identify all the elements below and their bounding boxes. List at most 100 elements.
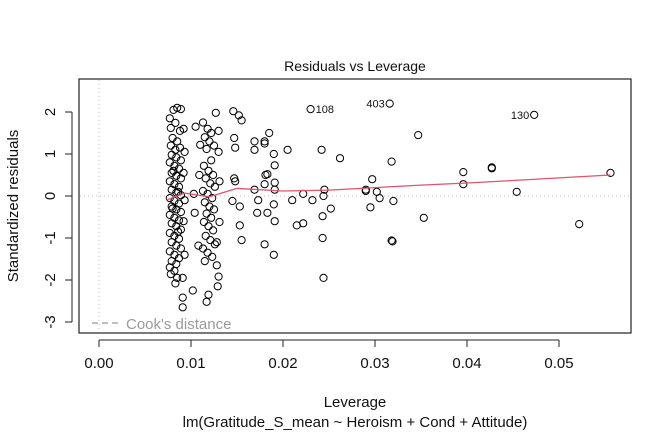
data-point xyxy=(173,273,182,282)
y-tick-label: -1 xyxy=(42,231,59,244)
data-point xyxy=(606,168,615,177)
data-point xyxy=(214,147,223,156)
data-point xyxy=(212,238,221,247)
data-point xyxy=(319,273,328,282)
data-point xyxy=(166,270,175,279)
data-point xyxy=(459,168,468,177)
data-point xyxy=(260,180,269,189)
data-point xyxy=(207,213,216,222)
legend-cooks-distance-label: Cook's distance xyxy=(126,316,231,333)
x-tick-label: 0.01 xyxy=(176,355,205,372)
data-point xyxy=(180,250,189,259)
data-point xyxy=(214,272,223,281)
y-axis-label: Standardized residuals xyxy=(5,130,22,283)
data-point xyxy=(319,191,328,201)
data-point xyxy=(228,196,237,206)
data-point xyxy=(198,244,208,253)
data-point xyxy=(179,124,188,133)
data-point xyxy=(487,164,496,173)
data-point xyxy=(174,164,184,173)
data-point xyxy=(237,116,246,125)
data-point xyxy=(204,166,213,175)
data-point xyxy=(209,205,219,214)
data-point xyxy=(199,161,208,170)
data-point xyxy=(176,225,185,234)
data-point xyxy=(212,261,221,270)
data-point xyxy=(260,137,269,146)
data-point xyxy=(168,204,177,213)
data-point xyxy=(215,217,224,227)
x-tick-label: 0.03 xyxy=(360,355,389,372)
data-point xyxy=(270,217,279,226)
data-point xyxy=(204,222,213,231)
data-point xyxy=(176,156,185,165)
data-point xyxy=(200,257,209,266)
data-point xyxy=(270,185,279,194)
data-point xyxy=(171,145,180,154)
labeled-data-point xyxy=(385,99,394,108)
data-point xyxy=(180,196,189,205)
data-point xyxy=(368,175,377,184)
data-point xyxy=(201,231,210,240)
data-point xyxy=(176,105,185,114)
data-point xyxy=(167,168,176,177)
data-point xyxy=(171,118,180,128)
data-point xyxy=(250,145,259,154)
data-point xyxy=(200,198,209,207)
data-point xyxy=(211,108,220,117)
data-point xyxy=(414,131,423,140)
data-point xyxy=(170,161,179,170)
data-point xyxy=(166,141,175,150)
y-tick-label: -2 xyxy=(42,273,59,286)
y-axis: -3 -2 -1 0 1 2 xyxy=(42,108,73,329)
data-point xyxy=(253,208,262,217)
data-points xyxy=(165,99,615,312)
data-point xyxy=(237,236,246,245)
data-point xyxy=(269,200,278,209)
data-point xyxy=(179,168,188,177)
data-point xyxy=(172,153,181,162)
x-tick-label: 0.02 xyxy=(268,355,297,372)
data-point xyxy=(203,248,212,257)
data-point xyxy=(210,182,219,191)
data-point xyxy=(202,297,211,306)
data-point xyxy=(207,156,216,165)
chart-title: Residuals vs Leverage xyxy=(284,58,426,74)
data-point xyxy=(179,217,188,226)
data-point xyxy=(575,220,584,229)
data-point xyxy=(176,244,185,253)
data-point xyxy=(190,208,199,217)
data-point xyxy=(269,250,278,259)
data-point xyxy=(260,240,269,249)
data-point xyxy=(387,157,396,166)
data-point xyxy=(208,252,217,261)
data-point xyxy=(231,143,240,152)
data-point xyxy=(167,219,176,228)
data-point xyxy=(318,233,327,243)
data-point xyxy=(263,208,272,217)
point-labels: 108 403 130 xyxy=(316,99,530,122)
data-point xyxy=(172,171,181,180)
data-point xyxy=(165,177,174,186)
x-axis-label: Leverage xyxy=(324,394,387,411)
data-point xyxy=(326,204,335,213)
data-point xyxy=(283,145,292,154)
data-point xyxy=(366,203,375,212)
data-point xyxy=(299,189,308,198)
data-point xyxy=(269,149,278,159)
data-point xyxy=(214,126,223,135)
data-point xyxy=(165,228,174,238)
data-point xyxy=(165,114,174,123)
data-point xyxy=(198,186,208,196)
data-point xyxy=(175,143,185,152)
data-point xyxy=(195,170,204,180)
data-point xyxy=(235,221,244,230)
data-point xyxy=(172,241,181,250)
data-point xyxy=(191,122,200,131)
data-point xyxy=(231,177,240,186)
x-axis: 0.00 0.01 0.02 0.03 0.04 0.05 xyxy=(84,339,574,372)
point-label-130: 130 xyxy=(511,110,529,122)
point-label-108: 108 xyxy=(316,104,334,116)
data-point xyxy=(260,139,269,148)
